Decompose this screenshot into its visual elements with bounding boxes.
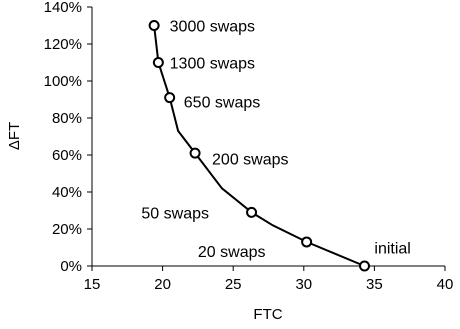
y-tick-label: 100% — [44, 73, 82, 90]
y-tick-labels: 0% 20% 40% 60% 80% 100% 120% 140% — [44, 0, 92, 275]
data-point-marker — [359, 260, 371, 272]
annotation-label: 50 swaps — [141, 205, 209, 222]
data-point-marker — [189, 147, 201, 159]
y-tick-label: 0% — [60, 258, 82, 275]
x-tick-label: 20 — [154, 276, 171, 293]
annotation-label: 650 swaps — [184, 94, 261, 111]
y-tick-label: 60% — [52, 147, 82, 164]
data-point-marker — [164, 92, 176, 104]
data-point-marker — [152, 57, 164, 68]
y-tick-label: 140% — [44, 0, 82, 16]
annotation-label: initial — [374, 241, 410, 258]
y-tick-label: 80% — [52, 110, 82, 127]
x-axis-label: FTC — [253, 306, 282, 323]
annotation-label: 1300 swaps — [170, 56, 255, 73]
data-point-marker — [148, 20, 160, 31]
x-tick-label: 40 — [437, 276, 454, 293]
series-line — [153, 25, 365, 267]
data-point-marker — [301, 236, 313, 248]
series-group — [148, 20, 371, 272]
x-tick-label: 30 — [295, 276, 312, 293]
y-tick-label: 40% — [52, 184, 82, 201]
x-tick-labels: 15 20 25 30 35 40 — [84, 266, 454, 293]
y-tick-label: 20% — [52, 221, 82, 238]
axes — [91, 7, 445, 267]
data-point-marker — [246, 206, 258, 218]
y-axis-label: ΔFT — [6, 122, 23, 150]
x-tick-label: 35 — [366, 276, 383, 293]
x-tick-label: 25 — [225, 276, 242, 293]
x-tick-label: 15 — [84, 276, 101, 293]
annotation-label: 200 swaps — [212, 152, 289, 169]
y-tick-label: 120% — [44, 36, 82, 53]
annotation-label: 3000 swaps — [170, 19, 255, 36]
annotations: 3000 swaps 1300 swaps 650 swaps 200 swaps 50… — [141, 19, 410, 262]
annotation-label: 20 swaps — [198, 244, 266, 261]
